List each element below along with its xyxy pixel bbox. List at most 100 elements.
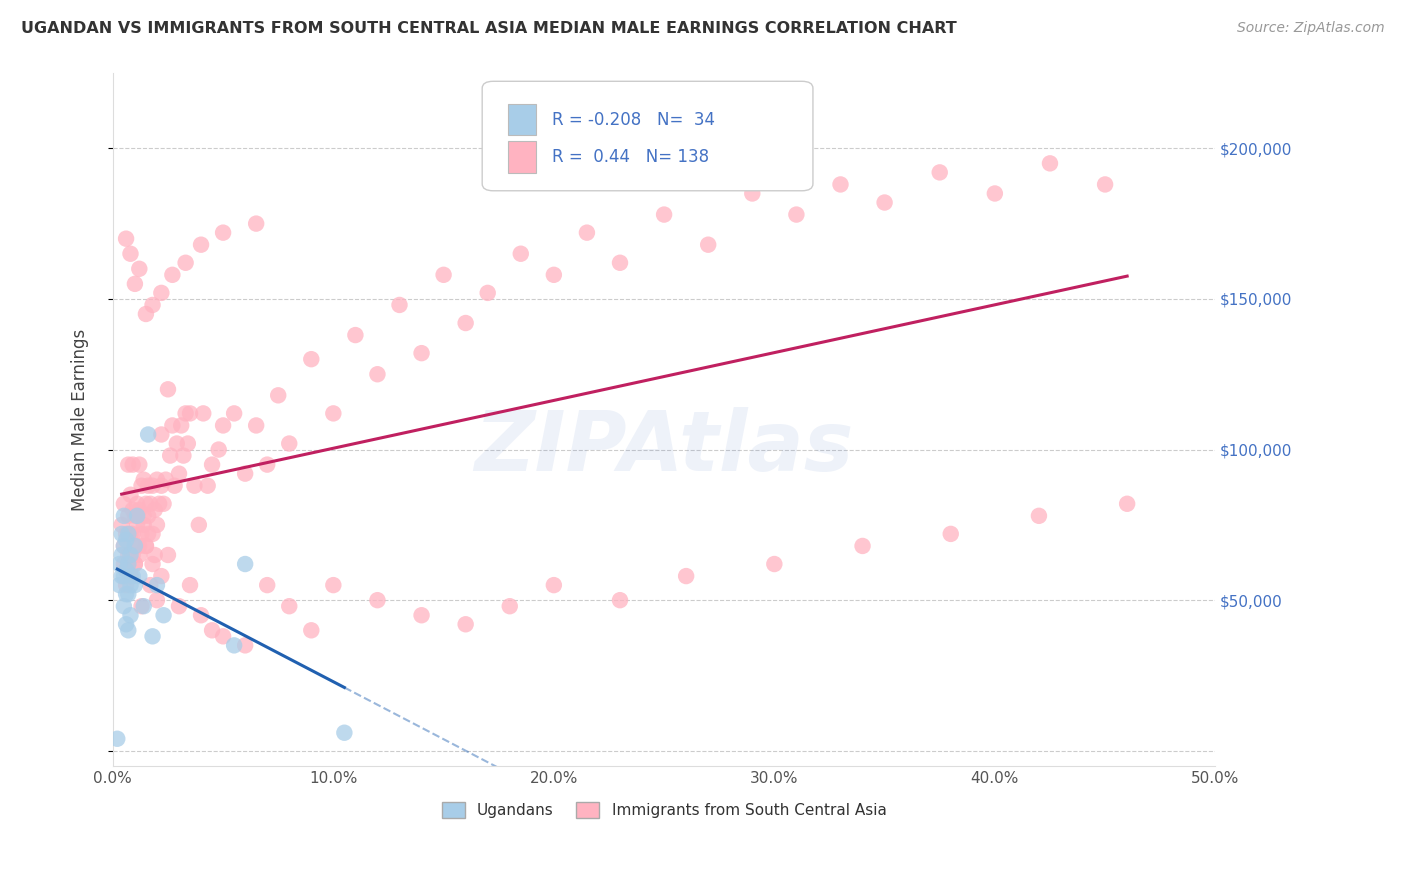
Point	[143, 548, 166, 562]
Point	[575, 226, 598, 240]
Point	[675, 569, 697, 583]
Point	[166, 436, 188, 450]
Point	[115, 533, 138, 547]
Point	[132, 599, 155, 614]
Y-axis label: Median Male Earnings: Median Male Earnings	[72, 328, 89, 510]
Point	[112, 539, 135, 553]
Point	[162, 418, 184, 433]
Point	[150, 285, 173, 300]
Point	[117, 587, 139, 601]
Point	[245, 418, 267, 433]
Point	[117, 527, 139, 541]
Point	[741, 186, 763, 201]
Text: ZIPAtlas: ZIPAtlas	[474, 407, 853, 488]
Point	[433, 268, 456, 282]
Point	[984, 186, 1007, 201]
Point	[117, 557, 139, 571]
Point	[146, 578, 169, 592]
Point	[132, 508, 155, 523]
Point	[167, 467, 190, 481]
Point	[411, 608, 433, 623]
Point	[121, 503, 143, 517]
Point	[543, 268, 565, 282]
Point	[128, 539, 150, 553]
Point	[333, 725, 356, 739]
Point	[117, 557, 139, 571]
Point	[139, 497, 162, 511]
Point	[163, 479, 186, 493]
Point	[120, 527, 142, 541]
Point	[108, 557, 131, 571]
Point	[146, 593, 169, 607]
Point	[156, 382, 179, 396]
Point	[141, 479, 163, 493]
Point	[170, 418, 193, 433]
Point	[136, 527, 159, 541]
Point	[174, 406, 197, 420]
Point	[256, 458, 278, 472]
Point	[366, 368, 388, 382]
Point	[499, 599, 522, 614]
Point	[135, 307, 157, 321]
Point	[159, 449, 181, 463]
Point	[1116, 497, 1139, 511]
Point	[141, 629, 163, 643]
Point	[212, 226, 235, 240]
Point	[224, 639, 246, 653]
Point	[411, 346, 433, 360]
Point	[135, 539, 157, 553]
Point	[278, 599, 301, 614]
Point	[111, 517, 134, 532]
Point	[212, 629, 235, 643]
Point	[112, 497, 135, 511]
Point	[150, 427, 173, 442]
Point	[115, 578, 138, 592]
Point	[197, 479, 219, 493]
Point	[127, 497, 149, 511]
Point	[120, 548, 142, 562]
Point	[111, 527, 134, 541]
Point	[117, 624, 139, 638]
Point	[322, 578, 344, 592]
Point	[108, 578, 131, 592]
Point	[193, 406, 215, 420]
Text: R =  0.44   N= 138: R = 0.44 N= 138	[551, 148, 709, 166]
Point	[117, 458, 139, 472]
Point	[278, 436, 301, 450]
Point	[128, 503, 150, 517]
Point	[152, 497, 174, 511]
Point	[136, 427, 159, 442]
Point	[135, 497, 157, 511]
Point	[146, 473, 169, 487]
Point	[131, 479, 153, 493]
Point	[344, 328, 367, 343]
Point	[124, 539, 146, 553]
Point	[190, 608, 212, 623]
Point	[127, 539, 149, 553]
Point	[208, 442, 231, 457]
Point	[105, 731, 128, 746]
Point	[115, 232, 138, 246]
Point	[128, 569, 150, 583]
Point	[187, 517, 209, 532]
Point	[212, 418, 235, 433]
Point	[124, 277, 146, 291]
Point	[179, 406, 201, 420]
Point	[299, 624, 322, 638]
Point	[233, 467, 256, 481]
Point	[245, 217, 267, 231]
Point	[115, 617, 138, 632]
Point	[152, 608, 174, 623]
Point	[609, 593, 631, 607]
Point	[454, 617, 477, 632]
Point	[139, 578, 162, 592]
Point	[509, 246, 531, 260]
Point	[233, 557, 256, 571]
Point	[190, 237, 212, 252]
Point	[1039, 156, 1062, 170]
FancyBboxPatch shape	[508, 104, 536, 136]
Point	[135, 539, 157, 553]
Point	[183, 479, 205, 493]
Point	[132, 473, 155, 487]
Point	[939, 527, 962, 541]
